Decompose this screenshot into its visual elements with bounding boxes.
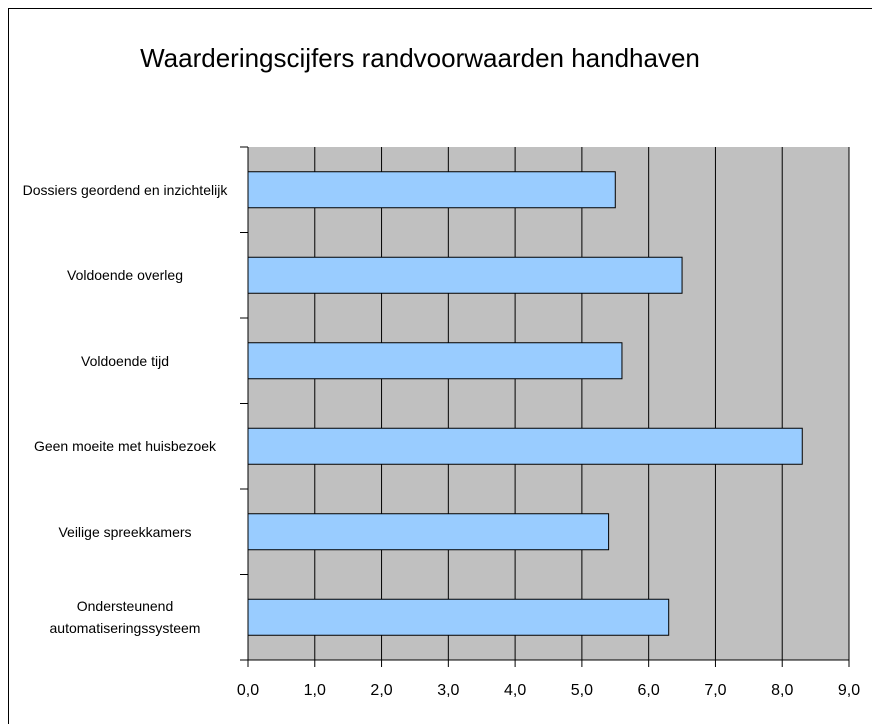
x-tick-label: 4,0 (504, 682, 526, 699)
x-tick-label: 5,0 (571, 682, 593, 699)
x-tick-label: 1,0 (304, 682, 326, 699)
y-tick-label: Ondersteunend automatiseringssysteem (49, 598, 201, 637)
bar (247, 513, 610, 551)
bar (247, 256, 683, 294)
x-tick-label: 6,0 (638, 682, 660, 699)
y-tick-label: Dossiers geordend en inzichtelijk (22, 181, 228, 198)
x-tick-label: 2,0 (370, 682, 392, 699)
y-tick-label: Voldoende tijd (81, 352, 169, 369)
x-tick-label: 9,0 (838, 682, 860, 699)
y-tick-label: Geen moeite met huisbezoek (33, 438, 217, 455)
x-tick-label: 8,0 (771, 682, 793, 699)
bar (247, 598, 670, 636)
x-tick-label: 7,0 (704, 682, 726, 699)
bar (247, 342, 623, 380)
chart-title: Waarderingscijfers randvoorwaarden handh… (140, 43, 700, 73)
x-tick-label: 3,0 (437, 682, 459, 699)
bar (247, 427, 803, 465)
bar (247, 171, 616, 209)
chart-border (8, 8, 872, 724)
plot-area (248, 147, 849, 660)
y-tick-label: Veilige spreekkamers (58, 523, 192, 540)
y-tick-label: Voldoende overleg (67, 267, 183, 284)
x-tick-label: 0,0 (237, 682, 259, 699)
